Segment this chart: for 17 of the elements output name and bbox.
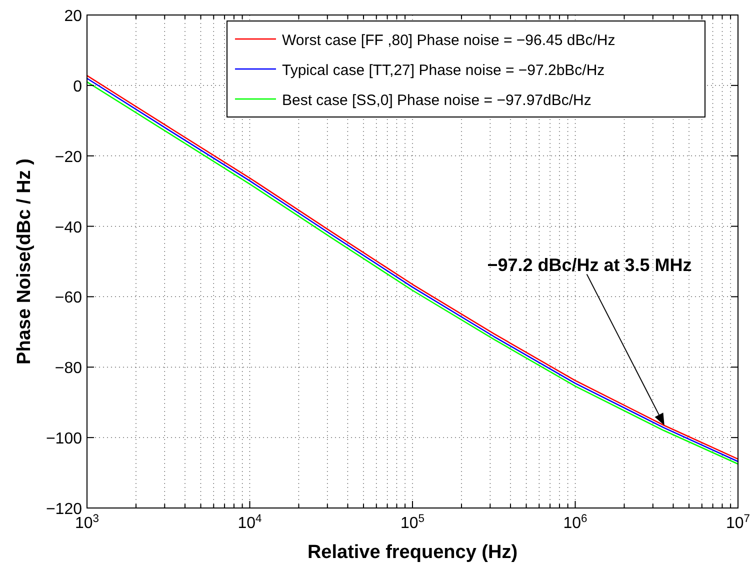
legend-label: Worst case [FF ,80] Phase noise = −96.45 dBc/Hz — [282, 32, 616, 49]
y-tick-label: 20 — [64, 8, 82, 25]
y-tick-label: 0 — [73, 78, 82, 96]
x-tick-label: 10$^{4}$ — [238, 513, 262, 532]
y-tick-label: −100 — [46, 430, 82, 448]
x-tick-label: 10$^{6}$ — [563, 513, 588, 532]
y-tick-label: −20 — [54, 148, 82, 166]
x-axis-title: Relative frequency (Hz) — [307, 542, 518, 563]
y-axis-title: Phase Noise(dBc / Hz ) — [14, 158, 35, 364]
legend-label: Best case [SS,0] Phase noise = −97.97dBc/Hz — [282, 92, 592, 109]
y-tick-label: −60 — [54, 290, 82, 307]
y-tick-label: −80 — [54, 360, 82, 378]
x-tick-label: 10$^{5}$ — [400, 513, 425, 532]
y-tick-label: −40 — [54, 219, 82, 236]
x-tick-label: 10$^{7}$ — [726, 513, 750, 532]
annotation: −97.2 dBc/Hz at 3.5 MHz — [487, 255, 692, 276]
legend-label: Typical case [TT,27] Phase noise = −97.2bBc/Hz — [282, 62, 605, 79]
